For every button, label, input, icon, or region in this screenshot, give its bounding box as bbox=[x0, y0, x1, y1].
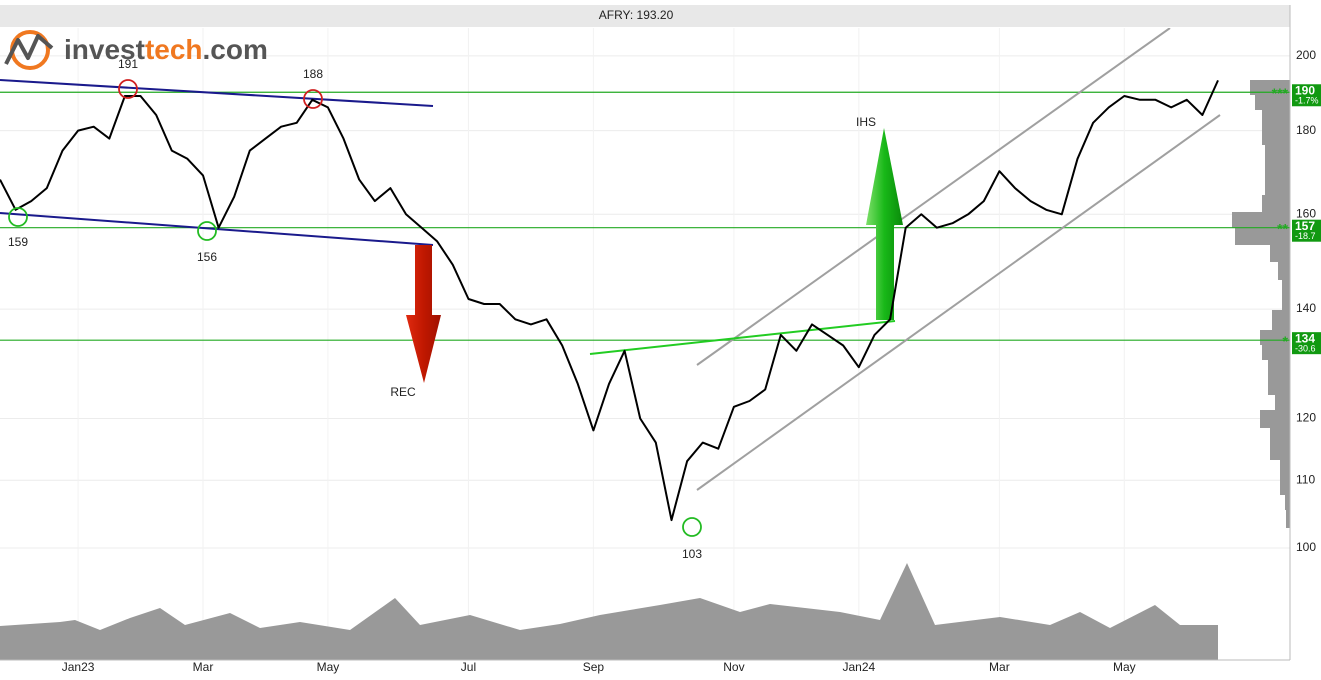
y-tick-label: 120 bbox=[1296, 411, 1316, 425]
chart-title: AFRY: 193.20 bbox=[599, 8, 674, 22]
annotation: 103 bbox=[682, 547, 702, 561]
level-label: 157 bbox=[1295, 219, 1315, 233]
pivot-circles bbox=[8, 79, 702, 537]
logo-zigzag bbox=[4, 34, 54, 65]
neckline bbox=[589, 320, 896, 355]
level-label: 190 bbox=[1295, 83, 1315, 97]
y-tick-label: 100 bbox=[1296, 540, 1316, 554]
level-change: -30.6 bbox=[1295, 344, 1316, 354]
support-levels: *** 190-1.7% ** 157-18.7 * 134-30.6 bbox=[0, 83, 1321, 355]
profile-bar bbox=[1278, 262, 1290, 280]
profile-bar bbox=[1235, 228, 1290, 245]
annotation: 156 bbox=[197, 250, 217, 264]
x-tick-label: May bbox=[317, 660, 340, 674]
price bbox=[0, 79, 1219, 522]
profile-bar bbox=[1270, 245, 1290, 262]
y-tick-label: 140 bbox=[1296, 301, 1316, 315]
logo-text: investtech.com bbox=[64, 34, 268, 65]
level-box bbox=[1292, 84, 1321, 107]
ihs-arrow bbox=[866, 128, 903, 320]
profile-bar bbox=[1268, 360, 1290, 395]
profile-bar bbox=[1262, 345, 1290, 360]
profile-bar bbox=[1270, 428, 1290, 460]
level-stars: * bbox=[1283, 333, 1289, 349]
channel-line bbox=[696, 114, 1221, 491]
y-tick-label: 180 bbox=[1296, 123, 1316, 137]
x-tick-label: Jan24 bbox=[842, 660, 875, 674]
level-label: 134 bbox=[1295, 331, 1315, 345]
logo-part: tech bbox=[145, 34, 203, 65]
x-tick-label: May bbox=[1113, 660, 1136, 674]
y-tick-label: 160 bbox=[1296, 206, 1316, 220]
top-circle bbox=[303, 89, 323, 109]
volume-area bbox=[0, 563, 1218, 660]
profile-bar bbox=[1262, 110, 1290, 145]
profile-bar bbox=[1286, 510, 1290, 528]
trend-line bbox=[0, 79, 434, 107]
annotation: 159 bbox=[8, 235, 28, 249]
bottom-circle bbox=[197, 221, 217, 241]
profile-bar bbox=[1262, 195, 1290, 212]
x-tick-label: Sep bbox=[583, 660, 605, 674]
logo-part: .com bbox=[203, 34, 268, 65]
profile-bar bbox=[1282, 280, 1290, 310]
profile-bar bbox=[1260, 410, 1290, 428]
channel-line bbox=[696, 28, 1171, 366]
rec-arrow bbox=[406, 245, 441, 383]
profile-bar bbox=[1260, 330, 1290, 345]
profile-bar bbox=[1275, 395, 1290, 410]
logo-part: invest bbox=[64, 34, 145, 65]
grid bbox=[0, 28, 1290, 660]
profile-bar bbox=[1265, 145, 1290, 195]
bottom-circle bbox=[682, 517, 702, 537]
title-bar bbox=[0, 5, 1290, 27]
y-tick-label: 110 bbox=[1296, 472, 1315, 486]
x-tick-label: Mar bbox=[989, 660, 1010, 674]
volume-profile bbox=[1232, 80, 1290, 528]
profile-bar bbox=[1272, 310, 1290, 330]
level-stars: *** bbox=[1272, 85, 1289, 101]
x-tick-label: Jan23 bbox=[62, 660, 95, 674]
profile-bar bbox=[1232, 212, 1290, 228]
annotation: 191 bbox=[118, 57, 138, 71]
profile-bar bbox=[1250, 80, 1290, 95]
trend-lines bbox=[0, 28, 1221, 491]
level-change: -18.7 bbox=[1295, 231, 1316, 241]
level-box bbox=[1292, 332, 1321, 355]
profile-bar bbox=[1255, 95, 1290, 110]
annotation: REC bbox=[390, 385, 416, 399]
y-tick-label: 200 bbox=[1296, 48, 1316, 62]
logo: investtech.com bbox=[4, 30, 268, 70]
bottom-circle bbox=[8, 207, 28, 227]
x-tick-label: Mar bbox=[193, 660, 214, 674]
profile-bar bbox=[1280, 460, 1290, 495]
top-circle bbox=[118, 79, 138, 99]
level-change: -1.7% bbox=[1295, 96, 1319, 106]
level-stars: ** bbox=[1277, 220, 1288, 236]
x-tick-label: Jul bbox=[461, 660, 476, 674]
level-box bbox=[1292, 219, 1321, 242]
x-tick-label: Nov bbox=[723, 660, 744, 674]
price-line bbox=[0, 79, 1219, 522]
annotation: IHS bbox=[856, 115, 876, 129]
annotation: 188 bbox=[303, 67, 323, 81]
profile-bar bbox=[1285, 495, 1290, 510]
